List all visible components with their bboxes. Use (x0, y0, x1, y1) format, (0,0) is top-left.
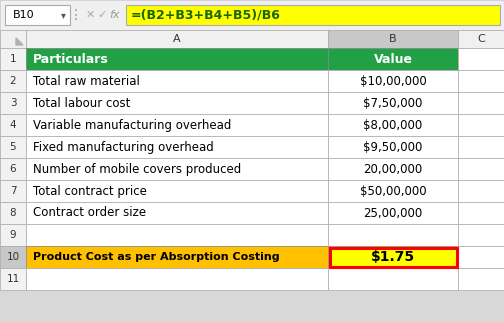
Text: 25,00,000: 25,00,000 (363, 206, 423, 220)
Text: 7: 7 (10, 186, 16, 196)
Bar (26, 114, 328, 136)
Text: 20,00,000: 20,00,000 (363, 163, 423, 175)
Text: ✓: ✓ (97, 10, 107, 20)
Bar (26, 70, 328, 92)
Bar (458, 180, 504, 202)
Bar (458, 30, 504, 48)
Text: 11: 11 (7, 274, 20, 284)
Text: =(B2+B3+B4+B5)/B6: =(B2+B3+B4+B5)/B6 (131, 8, 281, 22)
Bar (0, 224, 26, 246)
Text: 8: 8 (10, 208, 16, 218)
Bar (0, 114, 26, 136)
Bar (26, 246, 328, 268)
Text: Product Cost as per Absorption Costing: Product Cost as per Absorption Costing (33, 252, 280, 262)
Text: 4: 4 (10, 120, 16, 130)
Text: Contract order size: Contract order size (33, 206, 146, 220)
Text: 10: 10 (7, 252, 20, 262)
Bar (26, 136, 328, 158)
Bar (26, 202, 328, 224)
Bar (0, 30, 26, 48)
Bar (0, 0, 504, 30)
Bar (328, 92, 458, 114)
Polygon shape (16, 38, 23, 45)
Bar (26, 30, 328, 48)
Bar (458, 92, 504, 114)
Text: $50,00,000: $50,00,000 (360, 185, 426, 197)
Bar (458, 268, 504, 290)
Text: 5: 5 (10, 142, 16, 152)
Bar (0, 48, 26, 70)
Text: B10: B10 (13, 10, 35, 20)
Text: Total raw material: Total raw material (33, 74, 140, 88)
Bar (0, 70, 26, 92)
Bar (26, 268, 328, 290)
Bar (0, 202, 26, 224)
Text: A: A (173, 34, 181, 44)
Text: ⋮: ⋮ (69, 8, 83, 22)
Bar (458, 246, 504, 268)
Bar (328, 268, 458, 290)
Text: 9: 9 (10, 230, 16, 240)
Bar (5, 5, 70, 25)
Text: $8,00,000: $8,00,000 (363, 118, 423, 131)
Text: 1: 1 (10, 54, 16, 64)
Bar (0, 158, 26, 180)
Text: ▾: ▾ (60, 10, 66, 20)
Text: $7,50,000: $7,50,000 (363, 97, 423, 109)
Bar (0, 246, 26, 268)
Bar (26, 180, 328, 202)
Bar (126, 5, 500, 25)
Bar (458, 136, 504, 158)
Text: 6: 6 (10, 164, 16, 174)
Text: Variable manufacturing overhead: Variable manufacturing overhead (33, 118, 231, 131)
Bar (328, 70, 458, 92)
Bar (458, 114, 504, 136)
Text: Fixed manufacturing overhead: Fixed manufacturing overhead (33, 140, 214, 154)
Bar (26, 158, 328, 180)
Bar (328, 202, 458, 224)
Bar (328, 114, 458, 136)
Bar (328, 180, 458, 202)
Text: Number of mobile covers produced: Number of mobile covers produced (33, 163, 241, 175)
Bar (458, 158, 504, 180)
Bar (458, 48, 504, 70)
Bar (0, 268, 26, 290)
Bar (328, 158, 458, 180)
Text: 2: 2 (10, 76, 16, 86)
Bar (0, 136, 26, 158)
Bar (328, 136, 458, 158)
Bar (26, 48, 328, 70)
Text: C: C (477, 34, 485, 44)
Text: 3: 3 (10, 98, 16, 108)
Bar (458, 70, 504, 92)
Bar (328, 30, 458, 48)
Bar (0, 92, 26, 114)
Bar (458, 202, 504, 224)
Bar (328, 224, 458, 246)
Text: $9,50,000: $9,50,000 (363, 140, 423, 154)
Text: $1.75: $1.75 (371, 250, 415, 264)
Text: Particulars: Particulars (33, 52, 109, 65)
Text: Total contract price: Total contract price (33, 185, 147, 197)
Bar (26, 224, 328, 246)
Bar (0, 180, 26, 202)
Text: ✕: ✕ (85, 10, 95, 20)
Bar (26, 92, 328, 114)
Text: Total labour cost: Total labour cost (33, 97, 131, 109)
Bar (328, 246, 458, 268)
Text: Value: Value (373, 52, 412, 65)
Bar (458, 224, 504, 246)
Bar (330, 248, 457, 267)
Text: B: B (389, 34, 397, 44)
Text: $10,00,000: $10,00,000 (360, 74, 426, 88)
Bar (328, 48, 458, 70)
Text: fx: fx (110, 10, 120, 20)
